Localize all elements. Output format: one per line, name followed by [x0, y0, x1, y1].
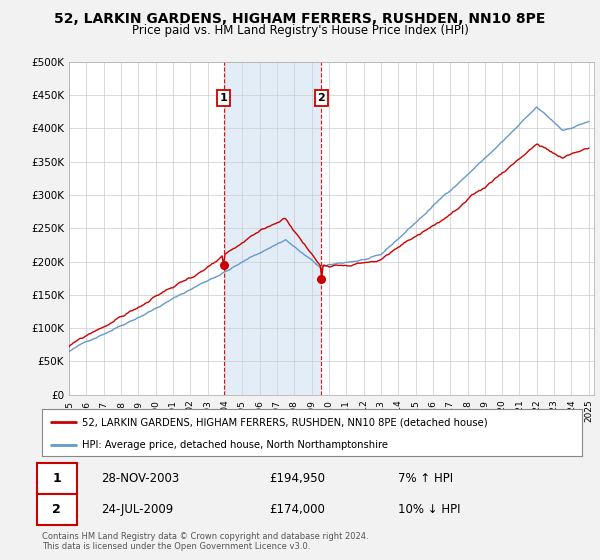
FancyBboxPatch shape	[37, 463, 77, 494]
Text: 2: 2	[317, 94, 325, 103]
Text: Contains HM Land Registry data © Crown copyright and database right 2024.
This d: Contains HM Land Registry data © Crown c…	[42, 532, 368, 552]
Text: £174,000: £174,000	[269, 503, 325, 516]
Text: 1: 1	[52, 472, 61, 486]
Text: 1: 1	[220, 94, 227, 103]
Text: 52, LARKIN GARDENS, HIGHAM FERRERS, RUSHDEN, NN10 8PE: 52, LARKIN GARDENS, HIGHAM FERRERS, RUSH…	[55, 12, 545, 26]
FancyBboxPatch shape	[37, 494, 77, 525]
Text: Price paid vs. HM Land Registry's House Price Index (HPI): Price paid vs. HM Land Registry's House …	[131, 24, 469, 36]
Text: 52, LARKIN GARDENS, HIGHAM FERRERS, RUSHDEN, NN10 8PE (detached house): 52, LARKIN GARDENS, HIGHAM FERRERS, RUSH…	[83, 417, 488, 427]
Text: 28-NOV-2003: 28-NOV-2003	[101, 472, 179, 486]
Text: 7% ↑ HPI: 7% ↑ HPI	[398, 472, 454, 486]
Text: 2: 2	[52, 503, 61, 516]
Text: £194,950: £194,950	[269, 472, 325, 486]
Bar	[224, 62, 321, 395]
Text: HPI: Average price, detached house, North Northamptonshire: HPI: Average price, detached house, Nort…	[83, 440, 389, 450]
Text: 10% ↓ HPI: 10% ↓ HPI	[398, 503, 461, 516]
Text: 24-JUL-2009: 24-JUL-2009	[101, 503, 173, 516]
